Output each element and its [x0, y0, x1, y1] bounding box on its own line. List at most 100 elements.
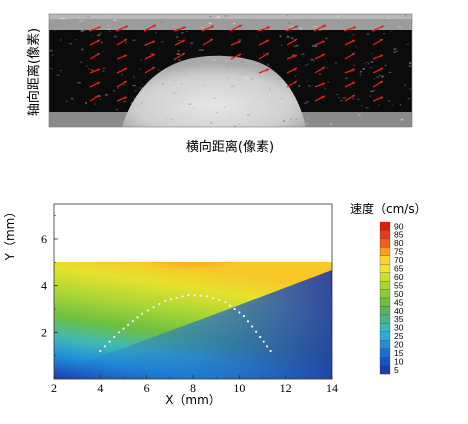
- velocity-arrow: [89, 52, 101, 60]
- velocity-arrow: [230, 53, 242, 60]
- velocity-arrow: [258, 39, 270, 46]
- boundary-dot: [250, 325, 254, 328]
- boundary-dot: [199, 294, 202, 297]
- velocity-arrows: [88, 24, 385, 102]
- boundary-dot: [242, 314, 246, 318]
- boundary-dot: [146, 309, 149, 312]
- colorbar-level-label: 25: [394, 331, 404, 341]
- boundary-dot: [259, 335, 262, 339]
- velocity-arrow: [286, 38, 298, 46]
- boundary-dot: [211, 297, 215, 300]
- colorbar-swatch: [379, 297, 391, 307]
- velocity-arrow: [144, 53, 156, 60]
- x-tick-label: 2: [51, 381, 57, 395]
- boundary-dot: [181, 295, 184, 298]
- boundary-dot: [266, 345, 269, 348]
- velocity-arrow: [314, 95, 326, 102]
- x-axis-label: X（mm）: [165, 393, 221, 407]
- colorbar-level-label: 70: [394, 255, 404, 265]
- velocity-arrow: [89, 68, 101, 74]
- colorbar-title: 速度（cm/s）: [350, 201, 427, 216]
- velocity-arrow: [314, 82, 326, 88]
- velocity-arrow: [116, 54, 128, 60]
- velocity-arrow: [144, 66, 156, 74]
- velocity-arrow: [229, 24, 243, 32]
- x-tick-label: 14: [326, 381, 338, 395]
- velocity-arrow: [89, 39, 101, 46]
- boundary-dot: [175, 296, 178, 300]
- boundary-dot: [218, 298, 221, 302]
- velocity-arrow: [372, 38, 384, 46]
- velocity-arrow: [286, 54, 298, 60]
- low-velocity-band: [54, 270, 332, 379]
- colorbar-swatch: [379, 247, 391, 256]
- boundary-dot: [187, 293, 190, 297]
- velocity-arrow: [314, 40, 326, 46]
- boundary-dot: [127, 323, 130, 326]
- boundary-dot: [140, 312, 144, 315]
- colorbar-swatch: [379, 323, 391, 332]
- boundary-dot: [233, 307, 236, 311]
- velocity-arrow: [89, 81, 101, 88]
- colorbar: 速度（cm/s） 9085807570656055504540353025201…: [350, 201, 427, 375]
- x-tick-label: 10: [233, 381, 245, 395]
- velocity-arrow: [201, 25, 215, 32]
- velocity-arrow: [116, 96, 128, 102]
- colorbar-swatch: [379, 289, 391, 299]
- boundary-dot: [269, 349, 272, 353]
- colorbar-level-label: 15: [394, 348, 404, 358]
- boundary-dot: [255, 330, 258, 333]
- boundary-dot: [169, 298, 173, 301]
- colorbar-level-label: 65: [394, 264, 404, 274]
- velocity-arrow: [115, 25, 129, 32]
- colorbar-swatch: [379, 255, 391, 265]
- colorbar-swatch: [379, 340, 391, 349]
- y-tick-label: 6: [41, 232, 47, 246]
- velocity-arrow: [286, 80, 298, 88]
- velocity-arrow: [258, 68, 270, 74]
- velocity-arrow: [174, 52, 186, 60]
- boundary-dot: [136, 316, 139, 319]
- velocity-arrow: [372, 67, 384, 74]
- boundary-dot: [99, 349, 102, 353]
- boundary-dot: [262, 340, 265, 343]
- colorbar-level-label: 30: [394, 323, 404, 333]
- x-tick-label: 6: [144, 381, 150, 395]
- boundary-dot: [193, 294, 196, 297]
- velocity-arrow: [173, 26, 187, 32]
- velocity-arrow: [372, 96, 384, 102]
- panel-a-y-label: 轴向距离(像素): [26, 28, 42, 116]
- boundary-dot: [238, 311, 241, 314]
- velocity-arrow: [314, 66, 326, 74]
- colorbar-swatch: [379, 264, 391, 273]
- boundary-dot: [158, 302, 161, 306]
- colorbar-level-label: 50: [394, 289, 404, 299]
- colorbar-swatch: [379, 357, 391, 366]
- colorbar-level-label: 85: [394, 230, 404, 240]
- colorbar-level-label: 55: [394, 280, 404, 290]
- colorbar-level-label: 5: [394, 365, 399, 375]
- y-axis: 2 4 6: [41, 215, 58, 356]
- colorbar-level-label: 75: [394, 247, 404, 257]
- velocity-arrow: [344, 94, 356, 102]
- colorbar-swatch: [379, 365, 391, 375]
- colorbar-level-label: 20: [394, 340, 404, 350]
- velocity-arrow: [285, 25, 299, 32]
- velocity-arrow: [116, 38, 128, 46]
- colorbar-level-label: 80: [394, 238, 404, 248]
- colorbar-swatch: [379, 348, 391, 358]
- velocity-arrow: [143, 24, 157, 32]
- colorbar-swatch: [379, 280, 391, 290]
- boundary-dot: [246, 320, 250, 323]
- ultrasound-panel: 横向距离(像素) 轴向距离(像素): [26, 13, 413, 155]
- boundary-dot: [113, 335, 116, 339]
- colorbar-swatch: [379, 331, 391, 341]
- y-tick-label: 4: [41, 279, 47, 293]
- velocity-arrow: [202, 38, 214, 46]
- boundary-dot: [108, 340, 111, 343]
- velocity-arrow: [372, 54, 384, 60]
- colorbar-swatch: [379, 221, 391, 231]
- colorbar-level-label: 90: [394, 221, 404, 231]
- boundary-dot: [164, 299, 167, 302]
- velocity-arrow: [343, 26, 357, 32]
